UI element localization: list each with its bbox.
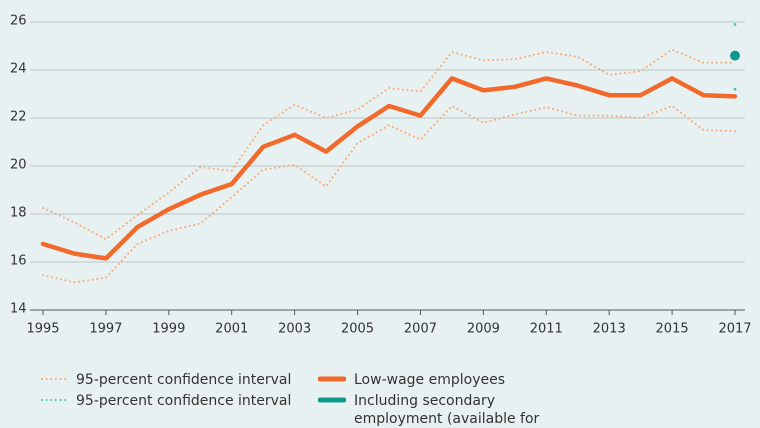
legend-entry: 95-percent confidence interval — [40, 371, 291, 389]
line — [40, 76, 738, 261]
legend-entry: 95-percent confidence interval — [40, 392, 291, 410]
legend-entry: Including secondary employment (availabl… — [318, 392, 568, 428]
x-tick-label: 2011 — [530, 322, 563, 337]
x-tick-label: 2017 — [718, 322, 751, 337]
y-tick-label: 18 — [10, 206, 27, 221]
x-tick-label: 1997 — [89, 322, 122, 337]
point — [733, 23, 737, 26]
x-tick-label: 2009 — [467, 322, 500, 337]
x-tick-label: 2007 — [404, 322, 437, 337]
point — [730, 50, 740, 61]
legend-label: Low-wage employees — [354, 372, 505, 388]
x-tick-label: 2013 — [593, 322, 626, 337]
point — [733, 87, 737, 91]
legend-label: 95-percent confidence interval — [76, 393, 292, 409]
x-tick-label: 1995 — [26, 322, 59, 337]
x-tick-label: 2015 — [656, 322, 689, 337]
legend-label: Including secondary employment (availabl… — [354, 393, 540, 427]
ci-line — [42, 48, 736, 241]
chart: 14 16 18 20 22 24 26 1995 1997 1999 2001 2003 2005 20… — [10, 14, 752, 337]
legend-label: 95-percent confidence interval — [76, 372, 292, 388]
y-tick-label: 24 — [10, 62, 27, 77]
x-tick-label: 2003 — [278, 322, 311, 337]
legend-swatch — [318, 376, 346, 382]
legend-swatch — [41, 378, 67, 380]
y-tick-label: 20 — [10, 158, 27, 173]
legend-swatch — [41, 399, 67, 401]
x-tick-label: 2005 — [341, 322, 374, 337]
x-tick-label: 1999 — [152, 322, 185, 337]
y-tick-label: 16 — [10, 254, 27, 269]
legend-entry: Low-wage employees — [318, 371, 568, 389]
x-tick-label: 2001 — [215, 322, 248, 337]
y-tick-label: 22 — [10, 110, 27, 125]
y-tick-label: 14 — [10, 302, 27, 317]
legend-swatch — [318, 397, 346, 403]
y-tick-label: 26 — [10, 14, 27, 29]
ci-line — [42, 105, 736, 284]
